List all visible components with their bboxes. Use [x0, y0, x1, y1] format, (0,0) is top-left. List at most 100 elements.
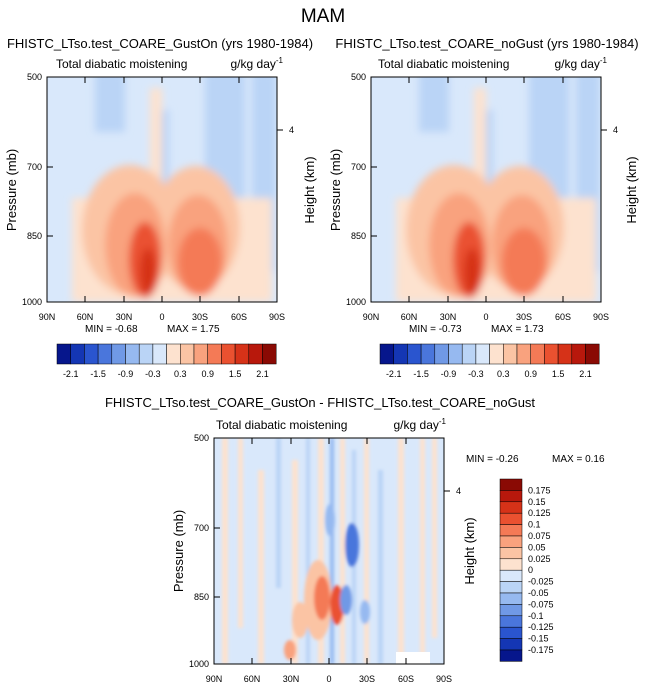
- panel-no-gust: FHISTC_LTso.test_COARE_noGust (yrs 1980-…: [328, 36, 639, 379]
- panel-title: FHISTC_LTso.test_COARE_GustOn - FHISTC_L…: [105, 395, 535, 410]
- x-tick-labels: 90N 60N 30N 0 30S 60S 90S: [363, 312, 609, 322]
- colorbar-horizontal: -2.1 -1.5 -0.9 -0.3 0.3 0.9 1.5 2.1: [56, 343, 277, 379]
- x-tick-label: 30N: [440, 312, 457, 322]
- colorbar-swatch: [530, 343, 545, 365]
- colorbar-swatch: [499, 638, 523, 651]
- stripe: [238, 438, 243, 628]
- colorbar-swatch: [434, 343, 449, 365]
- y-tick-label: 500: [27, 72, 42, 82]
- x-tick-labels: 90N 60N 30N 0 30S 60S 90S: [39, 312, 285, 322]
- x-ticks-marks: [213, 437, 450, 665]
- colorbar-label: -2.1: [63, 369, 79, 379]
- positive-region: [140, 248, 156, 296]
- positive-anomaly: [292, 602, 308, 638]
- colorbar-label: -0.075: [528, 599, 554, 609]
- y-axis-label: Pressure (mb): [171, 510, 186, 592]
- max-label: MAX = 0.16: [552, 454, 605, 465]
- colorbar-label: 0.9: [524, 369, 537, 379]
- x-tick-label: 0: [159, 312, 164, 322]
- colorbar-swatch: [393, 343, 408, 365]
- x-tick-label: 60N: [244, 674, 261, 684]
- colorbar-swatch: [56, 343, 71, 365]
- positive-region: [464, 248, 480, 296]
- stripe: [420, 438, 425, 664]
- colorbar-swatch: [516, 343, 531, 365]
- panel-gust-on: FHISTC_LTso.test_COARE_GustOn (yrs 1980-…: [4, 36, 317, 379]
- colorbar-label: -0.15: [528, 634, 549, 644]
- colorbar-swatch: [152, 343, 167, 365]
- min-label: MIN = -0.68: [85, 324, 138, 335]
- stripe: [318, 438, 324, 664]
- y-tick-label: 500: [351, 72, 366, 82]
- colorbar-swatch: [499, 615, 523, 628]
- colorbar-label: 0: [528, 565, 533, 575]
- positive-region: [502, 228, 546, 296]
- y2-axis-label: Height (km): [462, 517, 477, 584]
- colorbar-swatch: [503, 343, 518, 365]
- x-tick-label: 0: [483, 312, 488, 322]
- units-label: g/kg day-1: [555, 56, 608, 71]
- x-tick-label: 30N: [116, 312, 133, 322]
- colorbar-swatch: [111, 343, 126, 365]
- x-tick-label: 30N: [283, 674, 300, 684]
- colorbar-swatch: [84, 343, 99, 365]
- x-tick-label: 90N: [363, 312, 380, 322]
- y2-tick-label: 4: [289, 125, 294, 135]
- y-tick-label: 850: [194, 592, 209, 602]
- x-tick-label: 90S: [593, 312, 609, 322]
- negative-anomaly: [340, 585, 352, 615]
- positive-region: [178, 228, 222, 296]
- colorbar-swatch: [499, 592, 523, 605]
- colorbar-swatch: [207, 343, 222, 365]
- min-label: MIN = -0.73: [409, 324, 462, 335]
- negative-region: [95, 77, 125, 132]
- positive-anomaly: [284, 640, 296, 660]
- x-tick-labels: 90N 60N 30N 0 30S 60S 90S: [206, 674, 452, 684]
- colorbar-label: -0.025: [528, 577, 554, 587]
- left-string: Total diabatic moistening: [56, 57, 187, 71]
- colorbar-label: 0.3: [174, 369, 187, 379]
- stripe: [276, 438, 281, 588]
- colorbar-swatch: [248, 343, 263, 365]
- colorbar-label: -1.5: [413, 369, 429, 379]
- colorbar-label: -0.9: [118, 369, 134, 379]
- max-label: MAX = 1.73: [491, 324, 544, 335]
- stripe: [432, 438, 437, 638]
- colorbar-swatch: [475, 343, 490, 365]
- colorbar-swatch: [379, 343, 394, 365]
- colorbar-swatch: [499, 524, 523, 537]
- colorbar-swatch: [499, 581, 523, 594]
- panel-title: FHISTC_LTso.test_COARE_noGust (yrs 1980-…: [335, 36, 638, 51]
- colorbar-swatch: [97, 343, 113, 365]
- y-tick-label: 1000: [346, 297, 366, 307]
- colorbar-swatch: [262, 343, 277, 365]
- x-tick-label: 90S: [436, 674, 452, 684]
- colorbar-label: 0.075: [528, 531, 551, 541]
- x-tick-label: 30S: [359, 674, 375, 684]
- x-ticks-marks: [46, 76, 283, 303]
- x-tick-label: 90N: [39, 312, 56, 322]
- y-tick-label: 700: [351, 162, 366, 172]
- panel-title: FHISTC_LTso.test_COARE_GustOn (yrs 1980-…: [7, 36, 313, 51]
- colorbar-label: 0.125: [528, 508, 551, 518]
- colorbar-label: 0.9: [201, 369, 214, 379]
- colorbar-label: 0.15: [528, 497, 546, 507]
- colorbar-swatch: [499, 478, 523, 491]
- colorbar-label: 1.5: [229, 369, 242, 379]
- colorbar-swatch: [557, 343, 573, 365]
- x-ticks-marks: [370, 76, 607, 303]
- y-tick-label: 850: [351, 231, 366, 241]
- stripe: [340, 438, 345, 664]
- negative-region: [419, 77, 449, 132]
- stripe: [398, 438, 404, 664]
- colorbar-swatch: [180, 343, 195, 365]
- colorbar-swatch: [138, 343, 154, 365]
- colorbar-swatch: [499, 569, 523, 582]
- left-string: Total diabatic moistening: [378, 57, 509, 71]
- x-tick-label: 60N: [77, 312, 94, 322]
- colorbar-swatch: [585, 343, 600, 365]
- colorbar-label: -0.175: [528, 645, 554, 655]
- x-tick-label: 60S: [231, 312, 247, 322]
- stripe: [222, 438, 228, 664]
- y2-tick-label: 4: [613, 125, 618, 135]
